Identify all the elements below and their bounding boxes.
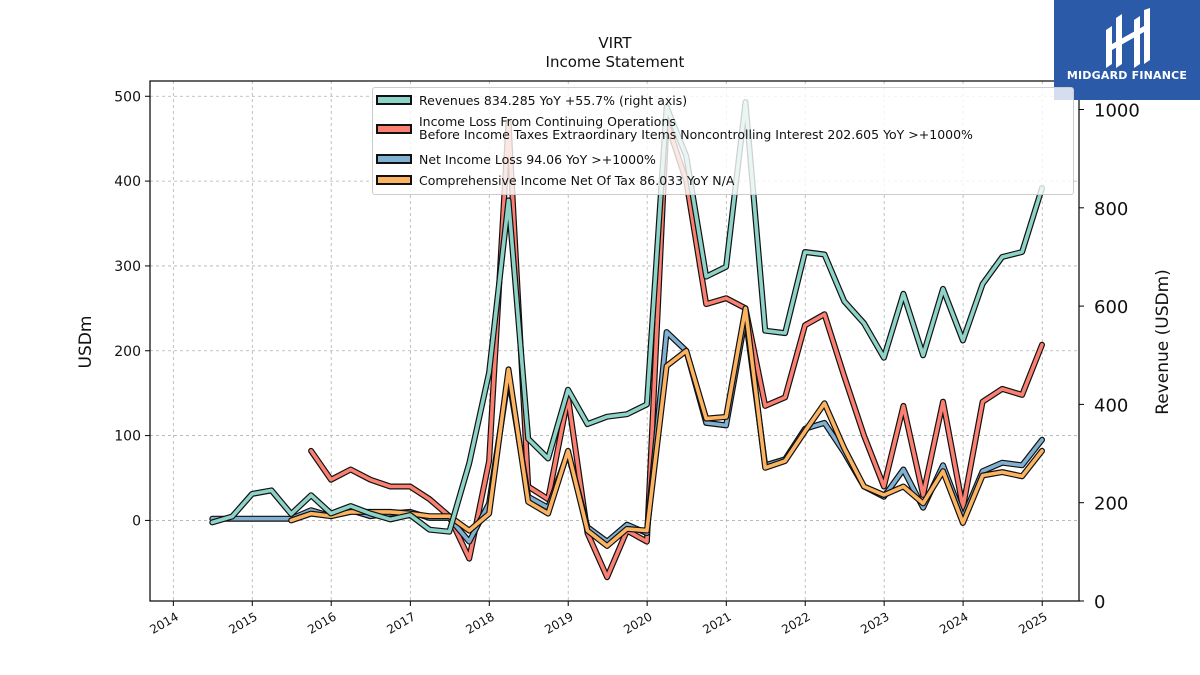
x-tick-label: 2021 [700, 609, 733, 636]
legend-swatch [376, 154, 412, 164]
legend-swatch [376, 175, 412, 185]
chart-legend: Revenues 834.285 YoY +55.7% (right axis)… [372, 87, 1074, 195]
y-tick-label-left: 100 [114, 429, 141, 445]
y-tick-label-right: 0 [1094, 592, 1105, 613]
brand-name: MIDGARD FINANCE [1066, 69, 1188, 82]
midgard-logo-icon [1106, 8, 1150, 68]
y-tick-label-right: 600 [1094, 297, 1128, 318]
x-tick-label: 2018 [463, 609, 496, 636]
legend-label: Net Income Loss 94.06 YoY >+1000% [419, 152, 656, 167]
legend-label: Revenues 834.285 YoY +55.7% (right axis) [419, 93, 688, 108]
x-tick-label: 2014 [147, 609, 180, 636]
y-tick-label-left: 500 [114, 89, 141, 105]
brand-logo: MIDGARD FINANCE [1054, 0, 1200, 100]
x-tick-label: 2015 [226, 609, 259, 636]
y-axis-label-left: USDm [76, 316, 96, 369]
y-axis-label-right: Revenue (USDm) [1153, 269, 1173, 415]
chart-subtitle: Income Statement [546, 53, 685, 71]
legend-swatch [376, 95, 412, 105]
legend-swatch [376, 124, 412, 134]
x-tick-label: 2019 [542, 609, 575, 636]
y-tick-label-right: 1000 [1094, 101, 1140, 122]
legend-label: Income Loss From Continuing Operations B… [419, 114, 973, 142]
plot-frame [149, 80, 1080, 602]
series-3-line [289, 306, 1044, 548]
x-tick-label: 2022 [779, 609, 812, 636]
y-tick-label-right: 400 [1094, 395, 1128, 416]
legend-label: Comprehensive Income Net Of Tax 86.033 Y… [419, 173, 735, 188]
chart-title: VIRT [598, 34, 632, 52]
x-tick-label: 2024 [937, 609, 970, 636]
y-tick-label-left: 0 [132, 513, 141, 529]
y-tick-label-left: 400 [114, 174, 141, 190]
y-tick-label-right: 200 [1094, 494, 1128, 515]
y-tick-label-left: 200 [114, 344, 141, 360]
series-0-line [210, 100, 1044, 534]
x-tick-label: 2016 [305, 609, 338, 636]
x-tick-label: 2025 [1016, 609, 1049, 636]
y-tick-label-left: 300 [114, 259, 141, 275]
x-tick-label: 2017 [384, 609, 417, 636]
x-tick-label: 2023 [858, 609, 891, 636]
x-tick-label: 2020 [621, 609, 654, 636]
y-tick-label-right: 800 [1094, 199, 1128, 220]
